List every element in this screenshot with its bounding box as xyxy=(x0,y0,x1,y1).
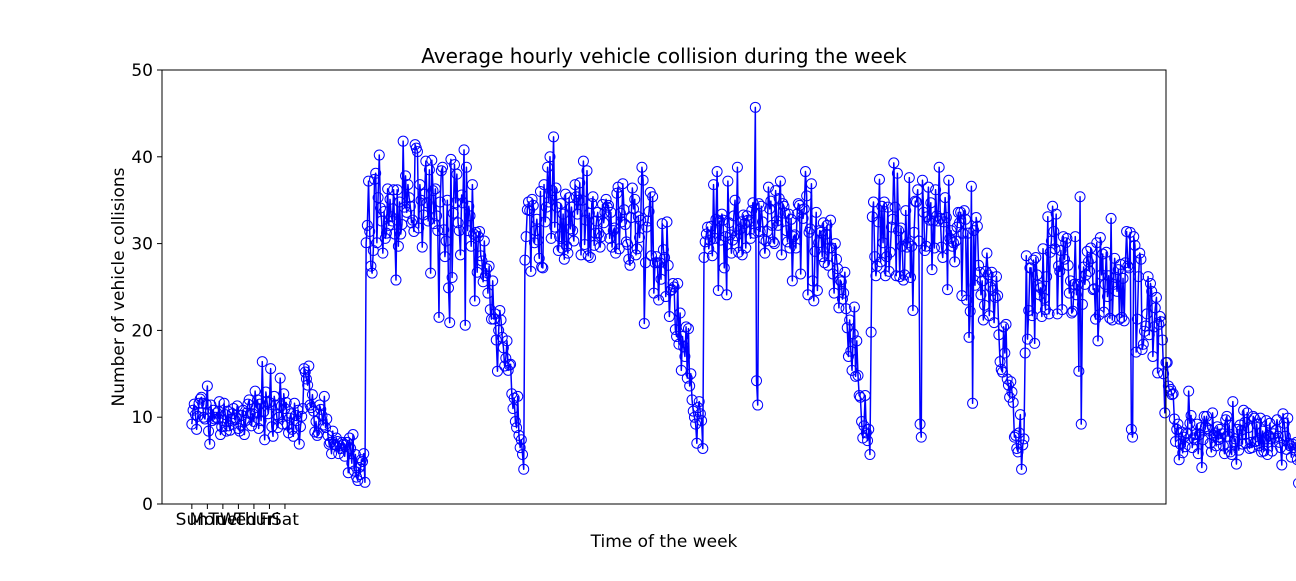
y-tick-label: 50 xyxy=(131,61,153,81)
x-axis-label: Time of the week xyxy=(590,532,738,552)
y-tick-label: 20 xyxy=(131,321,153,341)
x-tick-label-sat: Sat xyxy=(271,510,299,530)
y-tick-label: 10 xyxy=(131,408,153,428)
y-tick-label: 30 xyxy=(131,235,153,255)
chart-title: Average hourly vehicle collision during … xyxy=(421,44,907,68)
y-tick-label: 0 xyxy=(142,495,153,515)
y-tick-label: 40 xyxy=(131,148,153,168)
y-axis-label: Number of vehicle collisions xyxy=(109,167,129,406)
